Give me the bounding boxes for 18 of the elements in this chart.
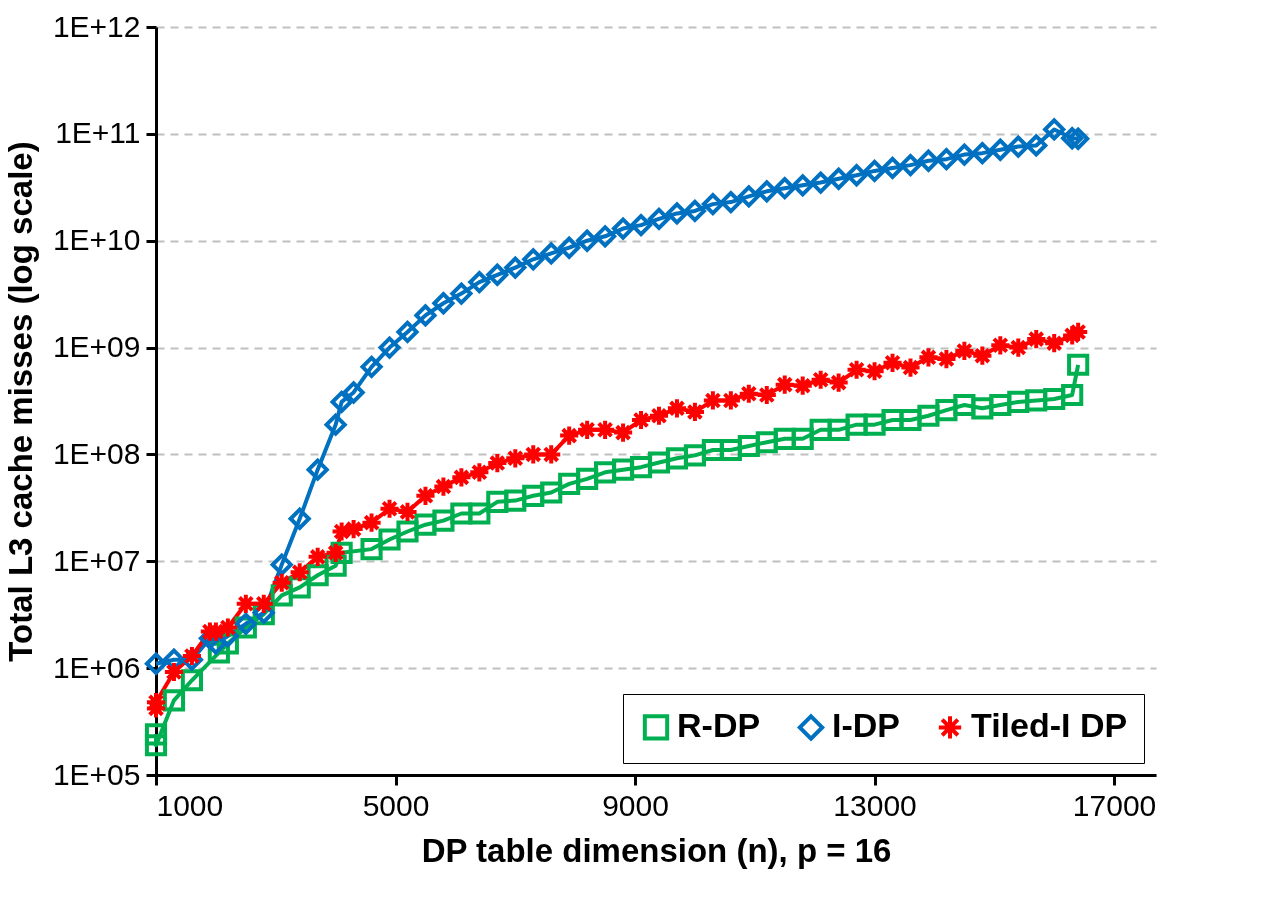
y-tick-label: 1E+06 bbox=[52, 650, 141, 684]
x-tick-label: 9000 bbox=[602, 788, 669, 822]
y-tick-label: 1E+09 bbox=[52, 330, 141, 364]
y-tick-label: 1E+11 bbox=[55, 116, 141, 150]
legend-label: R-DP bbox=[677, 706, 761, 745]
x-axis-title: DP table dimension (n), p = 16 bbox=[421, 831, 892, 869]
y-axis-title: Total L3 cache misses (log scale) bbox=[1, 141, 39, 662]
x-tick-label: 1000 bbox=[156, 788, 224, 822]
legend-label: I-DP bbox=[832, 706, 900, 745]
y-tick-label: 1E+10 bbox=[52, 223, 141, 257]
x-tick-label: 13000 bbox=[833, 788, 917, 822]
y-tick-label: 1E+05 bbox=[52, 757, 141, 791]
x-tick-label: 17000 bbox=[1072, 788, 1157, 822]
x-tick-label: 5000 bbox=[362, 788, 430, 822]
y-tick-label: 1E+08 bbox=[52, 436, 141, 470]
y-tick-label: 1E+07 bbox=[52, 543, 141, 577]
y-tick-label: 1E+12 bbox=[52, 9, 141, 43]
legend-label: Tiled-I DP bbox=[971, 706, 1128, 745]
